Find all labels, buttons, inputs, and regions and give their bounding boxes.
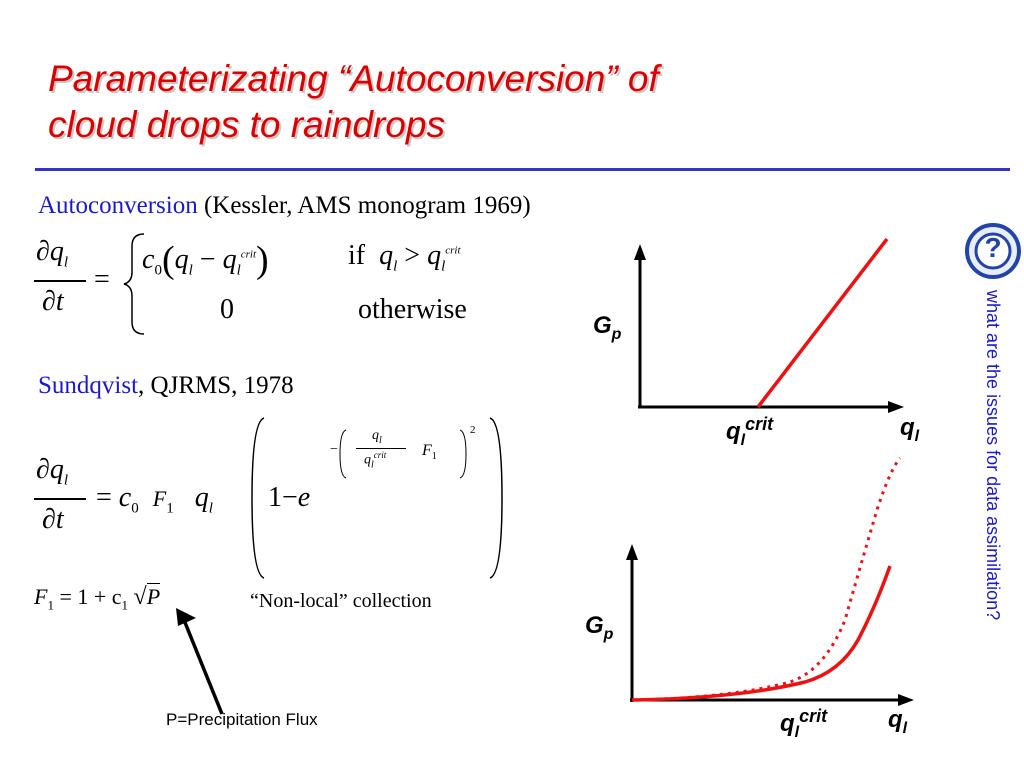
graph2-solid-curve (631, 565, 892, 702)
graph1-y-axis (634, 244, 646, 408)
slide-title: Parameterizating “Autoconversion” of clo… (48, 56, 848, 148)
eq1-denominator: ∂t (42, 286, 64, 317)
sidebar-question: what are the issues for data assimilatio… (983, 290, 1003, 621)
precip-arrow (176, 608, 224, 715)
title-divider (35, 168, 1010, 171)
kessler-equation: ∂ql ∂t = c0(ql − qlcrit) if ql > qlcrit … (30, 228, 530, 338)
precipitation-flux-label: P=Precipitation Flux (166, 710, 318, 729)
graph2-sundqvist (626, 457, 914, 706)
graph1-kessler (634, 237, 904, 413)
eq2-one-minus-e: 1−e (268, 482, 311, 513)
eq1-case2-value: 0 (220, 294, 234, 325)
kessler-name: Autoconversion (38, 192, 198, 219)
sundqvist-name: Sundqvist (38, 372, 139, 399)
help-question-icon: ? (964, 222, 1022, 280)
eq2-left-paren (251, 417, 265, 579)
eq2-rhs-prefix: = c0 F1 ql (96, 482, 213, 517)
title-line-1: Parameterizating “Autoconversion” of (48, 58, 659, 99)
kessler-heading: Autoconversion (Kessler, AMS monogram 19… (38, 192, 531, 220)
eq1-curly-brace (123, 233, 145, 335)
eq1-case2-condition: otherwise (358, 294, 467, 325)
graph2-dotted-curve (631, 457, 902, 702)
sundqvist-equation: ∂ql ∂t = c0 F1 ql 1−e − ql qlcrit F1 2 (30, 412, 520, 584)
title-line-2: cloud drops to raindrops (48, 104, 445, 145)
eq1-numerator: ∂ql (36, 236, 69, 271)
eq2-denominator: ∂t (42, 504, 64, 535)
sundqvist-ref: , QJRMS, 1978 (138, 372, 294, 399)
graph2-y-axis (626, 544, 638, 702)
eq1-case1-condition: if ql > qlcrit (348, 240, 461, 275)
eq2-numerator: ∂ql (36, 454, 69, 489)
f1-equation: F1 = 1 + c1 √P (34, 583, 161, 613)
eq1-case1-expression: c0(ql − qlcrit) (142, 239, 269, 281)
eq2-exponent: − ql qlcrit F1 2 (330, 424, 480, 484)
kessler-ref: (Kessler, AMS monogram 1969) (197, 192, 531, 219)
eq2-right-paren (489, 417, 503, 579)
graph1-crit-label: qlcrit (726, 414, 774, 449)
eq1-equals: = (94, 264, 110, 295)
graph1-x-axis (638, 401, 904, 413)
eq2-fraction-bar (34, 498, 86, 500)
graph1-ylabel: Gp (593, 312, 622, 343)
graph1-autoconversion-line (756, 237, 889, 409)
graph1-xlabel: ql (900, 414, 920, 445)
graph2-xlabel: ql (888, 706, 908, 737)
graph2-ylabel: Gp (585, 612, 614, 643)
eq1-fraction-bar (34, 280, 86, 282)
nonlocal-collection-note: “Non-local” collection (250, 590, 432, 612)
graph2-crit-label: qlcrit (780, 706, 828, 741)
sundqvist-heading: Sundqvist, QJRMS, 1978 (38, 372, 294, 400)
